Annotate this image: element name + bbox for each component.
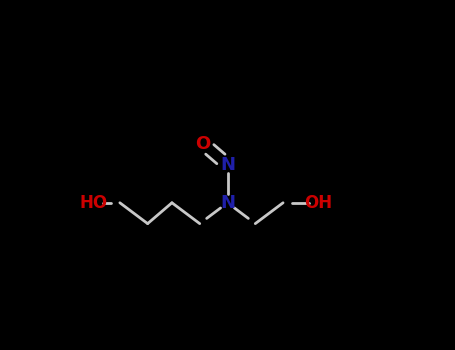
Text: OH: OH — [304, 194, 332, 212]
Text: O: O — [196, 135, 211, 153]
Text: HO: HO — [80, 194, 108, 212]
Text: N: N — [220, 194, 235, 212]
Text: N: N — [220, 156, 235, 174]
